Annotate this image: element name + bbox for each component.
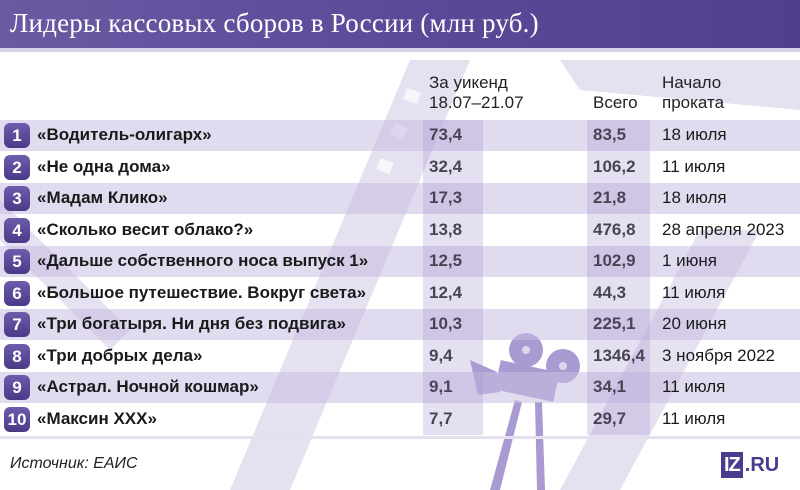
iz-ru-logo: IZ .RU <box>721 452 779 478</box>
weekend-column-highlight <box>423 120 483 435</box>
page-title: Лидеры кассовых сборов в России (млн руб… <box>10 8 539 38</box>
source-note: Источник: ЕАИС <box>10 455 138 472</box>
table-row: 7 «Три богатыря. Ни дня без подвига» 10,… <box>0 309 800 340</box>
header-bar: Лидеры кассовых сборов в России (млн руб… <box>0 0 800 48</box>
rank-badge: 3 <box>4 186 30 211</box>
release-date: 11 июля <box>662 156 726 176</box>
logo-ru: .RU <box>744 453 780 476</box>
rank-badge: 9 <box>4 375 30 400</box>
table-row: 5 «Дальше собственного носа выпуск 1» 12… <box>0 246 800 277</box>
column-header-start-line2: проката <box>662 93 725 112</box>
film-title: «Не одна дома» <box>37 156 171 176</box>
film-title: «Три богатыря. Ни дня без подвига» <box>37 314 346 333</box>
table-row: 8 «Три добрых дела» 9,4 1346,4 3 ноября … <box>0 341 800 372</box>
weekend-gross: 13,8 <box>429 219 463 239</box>
weekend-gross: 10,3 <box>429 314 463 333</box>
total-column-highlight <box>587 120 650 435</box>
column-header-weekend-label: За уикенд <box>429 73 508 92</box>
rank-badge: 5 <box>4 249 30 274</box>
total-gross: 106,2 <box>593 156 636 176</box>
column-header-total: Всего <box>593 93 638 112</box>
film-title: «Три добрых дела» <box>37 345 203 365</box>
rank-badge: 2 <box>4 154 30 180</box>
table-row: 9 «Астрал. Ночной кошмар» 9,1 34,1 11 ию… <box>0 372 800 403</box>
film-title: «Мадам Клико» <box>37 188 168 207</box>
weekend-gross: 17,3 <box>429 188 463 207</box>
film-title: «Большое путешествие. Вокруг света» <box>37 282 367 302</box>
rank-badge: 6 <box>4 280 30 306</box>
rank-badge: 7 <box>4 312 30 337</box>
release-date: 1 июня <box>662 251 718 270</box>
weekend-gross: 73,4 <box>429 125 463 144</box>
table-row: 3 «Мадам Клико» 17,3 21,8 18 июля <box>0 183 800 214</box>
release-date: 3 ноября 2022 <box>662 345 775 365</box>
release-date: 11 июля <box>662 377 726 396</box>
table-row: 1 «Водитель-олигарх» 73,4 83,5 18 июля <box>0 120 800 151</box>
total-gross: 476,8 <box>593 219 636 239</box>
total-gross: 21,8 <box>593 188 627 207</box>
table-row: 2 «Не одна дома» 32,4 106,2 11 июля <box>0 152 800 183</box>
weekend-gross: 9,4 <box>429 345 453 365</box>
column-header-start: Начало проката <box>662 73 724 113</box>
table-row: 4 «Сколько весит облако?» 13,8 476,8 28 … <box>0 215 800 246</box>
release-date: 28 апреля 2023 <box>662 219 785 239</box>
total-gross: 29,7 <box>593 408 627 428</box>
weekend-gross: 12,4 <box>429 282 463 302</box>
release-date: 18 июля <box>662 188 727 207</box>
table-row: 6 «Большое путешествие. Вокруг света» 12… <box>0 278 800 309</box>
release-date: 11 июля <box>662 408 726 428</box>
column-header-start-line1: Начало <box>662 73 722 92</box>
film-title: «Астрал. Ночной кошмар» <box>37 377 259 396</box>
table-row: 10 «Максин XXX» 7,7 29,7 11 июля <box>0 404 800 435</box>
rank-badge: 8 <box>4 343 30 369</box>
total-gross: 1346,4 <box>593 345 645 365</box>
rank-badge: 1 <box>4 123 30 148</box>
total-gross: 83,5 <box>593 125 627 144</box>
film-title: «Максин XXX» <box>37 408 157 428</box>
footer-divider <box>0 436 800 439</box>
weekend-gross: 12,5 <box>429 251 463 270</box>
header-divider <box>0 48 800 52</box>
column-header-weekend-dates: 18.07–21.07 <box>429 93 524 112</box>
weekend-gross: 7,7 <box>429 408 453 428</box>
weekend-gross: 9,1 <box>429 377 453 396</box>
total-gross: 225,1 <box>593 314 636 333</box>
weekend-gross: 32,4 <box>429 156 463 176</box>
rank-badge: 4 <box>4 217 30 243</box>
film-title: «Водитель-олигарх» <box>37 125 212 144</box>
film-title: «Дальше собственного носа выпуск 1» <box>37 251 369 270</box>
release-date: 18 июля <box>662 125 727 144</box>
release-date: 20 июня <box>662 314 727 333</box>
release-date: 11 июля <box>662 282 726 302</box>
total-gross: 44,3 <box>593 282 627 302</box>
column-header-weekend: За уикенд 18.07–21.07 <box>429 73 524 113</box>
total-gross: 34,1 <box>593 377 627 396</box>
rank-badge: 10 <box>4 406 30 432</box>
film-title: «Сколько весит облако?» <box>37 219 254 239</box>
total-gross: 102,9 <box>593 251 636 270</box>
logo-iz: IZ <box>721 452 743 478</box>
